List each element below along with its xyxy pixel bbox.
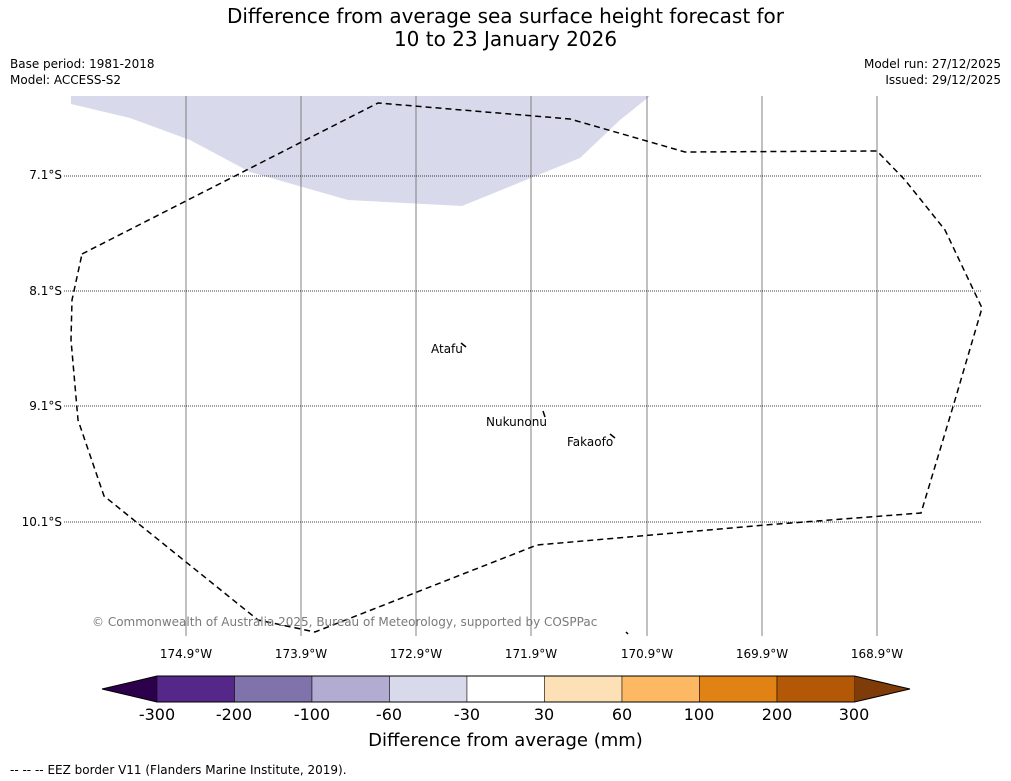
colorbar-extend-high: [854, 676, 910, 702]
swains-marker: [625, 631, 629, 635]
colorbar-tick-8: 100: [683, 705, 715, 724]
issued-date: Issued: 29/12/2025: [885, 73, 1001, 87]
model-name: Model: ACCESS-S2: [10, 73, 122, 87]
colorbar-outline: [101, 675, 911, 703]
eez-border: [70, 102, 983, 633]
colorbar-bin: [621, 675, 700, 703]
islands: [460, 342, 629, 635]
colorbar: [101, 675, 911, 703]
colorbar-extend-low: [102, 676, 157, 702]
legend-footer: -- -- -- EEZ border V11 (Flanders Marine…: [10, 763, 347, 777]
place-atafu: Atafu: [431, 342, 463, 356]
colorbar-bin: [776, 675, 855, 703]
place-nukunonu: Nukunonu: [486, 415, 547, 429]
colorbar-bin: [156, 675, 235, 703]
colorbar-tick-1: -300: [138, 705, 176, 724]
place-fakaofo: Fakaofo: [567, 435, 614, 449]
nukunonu-island: [542, 410, 546, 418]
colorbar-bin: [699, 675, 778, 703]
run-info: Model run: 27/12/2025 Issued: 29/12/2025: [864, 56, 1001, 88]
colorbar-tick-5: -30: [453, 705, 481, 724]
model-info: Base period: 1981-2018 Model: ACCESS-S2: [10, 56, 155, 88]
lon-label-7: 168.9°W: [850, 647, 904, 661]
colorbar-bin: [389, 675, 468, 703]
colorbar-bin: [544, 675, 623, 703]
colorbar-tick-10: 300: [838, 705, 870, 724]
base-period: Base period: 1981-2018: [10, 57, 155, 71]
lat-label-3: 9.1°S: [29, 399, 62, 413]
longitude-gridlines: [185, 96, 878, 636]
colorbar-label: Difference from average (mm): [368, 730, 643, 751]
lat-label-4: 10.1°S: [21, 515, 62, 529]
anomaly-region: [71, 96, 650, 206]
colorbar-tick-7: 60: [611, 705, 633, 724]
lon-label-5: 170.9°W: [620, 647, 674, 661]
model-run-date: Model run: 27/12/2025: [863, 57, 1001, 71]
lon-label-6: 169.9°W: [735, 647, 789, 661]
lon-label-3: 172.9°W: [389, 647, 443, 661]
copyright-notice: © Commonwealth of Australia 2025, Bureau…: [92, 615, 598, 629]
colorbar-bin: [466, 675, 545, 703]
atafu-island: [460, 342, 467, 348]
eez-legend-symbol: -- -- --: [10, 763, 44, 777]
colorbar-tick-9: 200: [761, 705, 793, 724]
colorbar-tick-4: -60: [375, 705, 403, 724]
lon-label-1: 174.9°W: [159, 647, 213, 661]
colorbar-bin: [234, 675, 313, 703]
colorbar-tick-2: -200: [215, 705, 253, 724]
chart-title: Difference from average sea surface heig…: [0, 5, 1011, 51]
lat-label-2: 8.1°S: [29, 284, 62, 298]
fakaofo-island: [609, 433, 616, 439]
title-line-2: 10 to 23 January 2026: [393, 27, 618, 51]
colorbar-tick-3: -100: [293, 705, 331, 724]
latitude-gridlines: [64, 175, 982, 523]
colorbar-tick-6: 30: [533, 705, 555, 724]
lat-label-1: 7.1°S: [29, 168, 62, 182]
lon-label-2: 173.9°W: [274, 647, 328, 661]
eez-legend-text: EEZ border V11 (Flanders Marine Institut…: [47, 763, 347, 777]
title-line-1: Difference from average sea surface heig…: [226, 4, 785, 28]
lon-label-4: 171.9°W: [504, 647, 558, 661]
colorbar-bin: [311, 675, 390, 703]
